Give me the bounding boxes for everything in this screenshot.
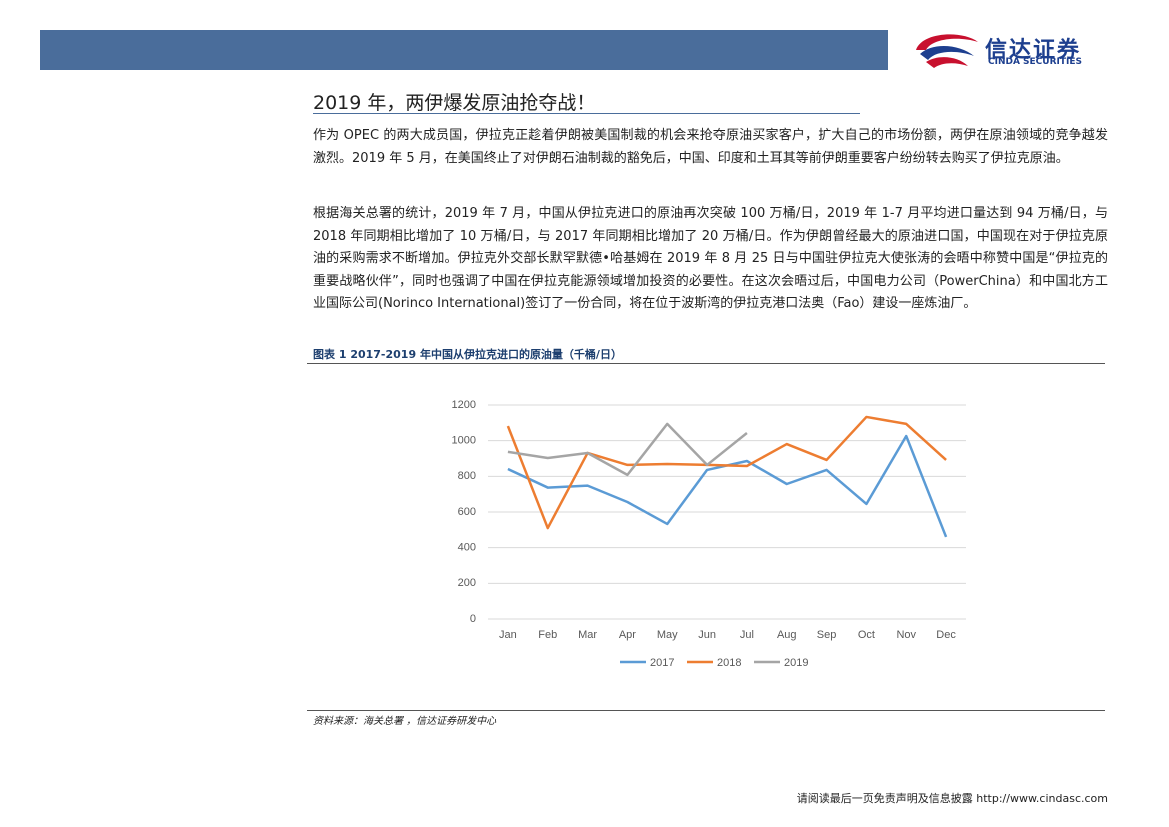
footer: 请阅读最后一页免责声明及信息披露 http://www.cindasc.com — [797, 790, 1108, 806]
x-tick-label: Nov — [896, 629, 916, 641]
x-tick-label: Dec — [936, 629, 956, 641]
x-tick-label: Oct — [858, 629, 875, 641]
section-title: 2019 年，两伊爆发原油抢夺战！ — [313, 92, 596, 114]
logo-text: 信达证券 — [985, 38, 1082, 63]
x-tick-label: Apr — [619, 629, 636, 641]
x-tick-label: Aug — [777, 629, 797, 641]
series-line — [507, 434, 948, 538]
title-rule — [313, 113, 860, 114]
footer-disclaimer: 请阅读最后一页免责声明及信息披露 — [796, 792, 973, 805]
series-line — [507, 422, 748, 477]
y-tick-label: 400 — [458, 542, 476, 554]
x-tick-label: Feb — [538, 629, 557, 641]
legend-label: 2019 — [784, 657, 808, 669]
logo-subtext: CINDA SECURITIES — [988, 57, 1082, 67]
y-tick-label: 600 — [458, 506, 476, 518]
y-tick-label: 200 — [458, 577, 476, 589]
source-note: 资料来源：海关总署 ，信达证券研发中心 — [313, 716, 497, 727]
x-tick-label: Jan — [499, 629, 517, 641]
x-tick-label: Mar — [578, 629, 597, 641]
paragraph: 作为 OPEC 的两大成员国，伊拉克正趁着伊朗被美国制裁的机会来抢夺原油买家客户… — [313, 128, 1108, 166]
y-tick-label: 0 — [470, 613, 476, 625]
source-rule — [307, 710, 1105, 711]
series-line — [506, 415, 947, 530]
footer-url: http://www.cindasc.com — [976, 792, 1108, 805]
x-tick-label: Jul — [740, 629, 754, 641]
legend-label: 2018 — [717, 657, 741, 669]
y-tick-label: 1200 — [452, 399, 476, 411]
caption-rule — [307, 363, 1105, 364]
logo-mark — [916, 34, 978, 68]
x-tick-label: Jun — [698, 629, 716, 641]
x-tick-label: May — [657, 629, 678, 641]
legend-label: 2017 — [650, 657, 674, 669]
figure-caption: 图表 1 2017-2019 年中国从伊拉克进口的原油量（千桶/日） — [313, 348, 622, 361]
x-tick-label: Sep — [817, 629, 837, 641]
paragraph: 根据海关总署的统计，2019 年 7 月，中国从伊拉克进口的原油再次突破 100… — [313, 206, 1108, 311]
y-tick-label: 800 — [458, 470, 476, 482]
y-tick-label: 1000 — [452, 435, 476, 447]
header-bar — [40, 30, 888, 70]
